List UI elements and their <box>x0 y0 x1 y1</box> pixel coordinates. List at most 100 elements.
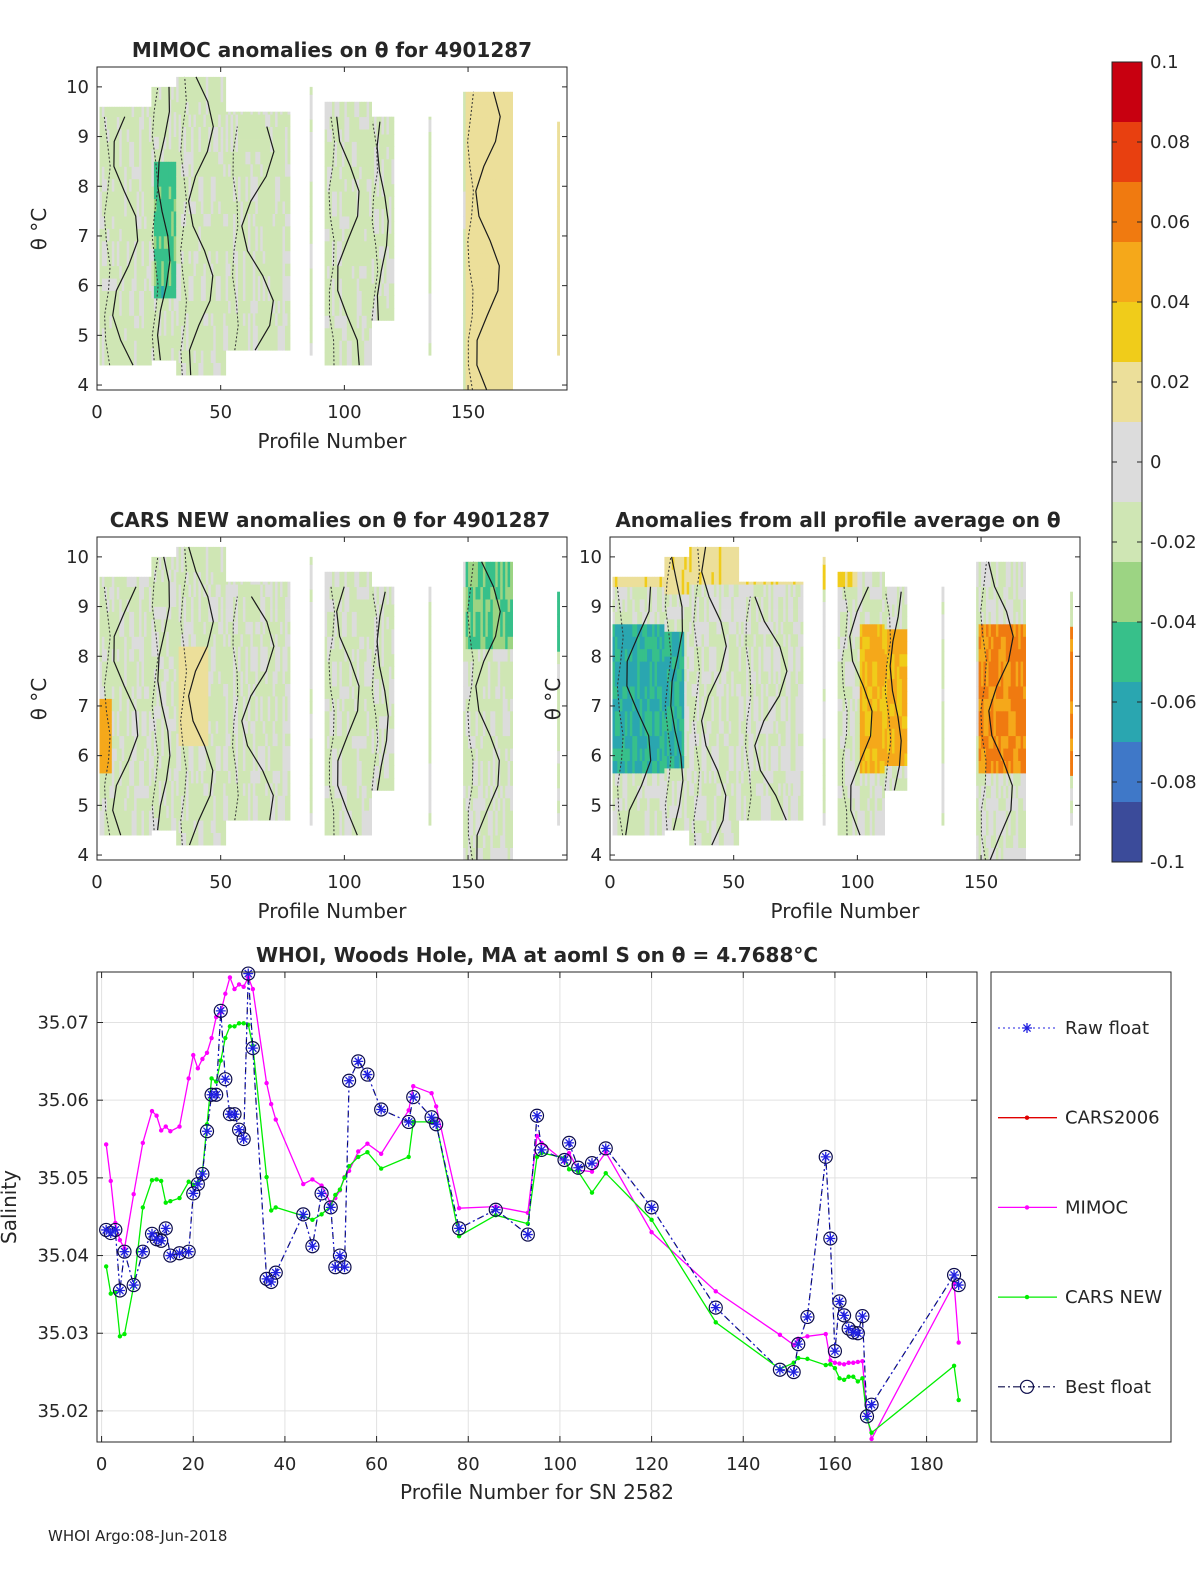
heatmap-cell <box>369 315 372 329</box>
heatmap-cell <box>287 288 291 301</box>
heatmap-cell <box>351 661 355 674</box>
heatmap-cell <box>104 216 108 229</box>
heatmap-cell <box>99 586 103 600</box>
heatmap-cell <box>136 154 140 167</box>
heatmap-cell <box>235 696 239 709</box>
heatmap-cell <box>238 671 241 684</box>
heatmap-cell <box>148 810 152 824</box>
heatmap-cell <box>119 290 123 304</box>
heatmap-cell <box>428 231 432 244</box>
heatmap-cell <box>208 584 212 597</box>
heatmap-cell <box>213 758 217 771</box>
heatmap-cell <box>250 609 254 622</box>
heatmap-cell <box>119 648 123 662</box>
heatmap-cell <box>270 313 274 326</box>
heatmap-cell <box>215 720 219 734</box>
heatmap-cell <box>126 822 130 836</box>
heatmap-cell <box>188 126 192 140</box>
heatmap-cell <box>495 315 499 329</box>
heatmap-cell <box>144 166 147 180</box>
heatmap-cell <box>225 337 229 351</box>
heatmap-cell <box>369 797 372 811</box>
heatmap-cell <box>146 710 150 724</box>
heatmap-cell <box>482 104 486 118</box>
heatmap-cell <box>134 191 137 204</box>
heatmap-cell <box>230 658 234 672</box>
heatmap-cell <box>233 238 236 252</box>
heatmap-cell <box>176 832 180 846</box>
heatmap-cell <box>139 228 142 242</box>
heatmap-cell <box>277 621 281 635</box>
heatmap-cell <box>233 275 236 289</box>
heatmap-cell <box>186 745 189 759</box>
heatmap-cell <box>275 633 278 647</box>
heatmap-cell <box>228 658 231 672</box>
heatmap-cell <box>208 783 212 796</box>
heatmap-cell <box>198 263 202 277</box>
heatmap-cell <box>233 745 236 759</box>
heatmap-cell <box>329 101 333 105</box>
heatmap-cell <box>356 723 360 737</box>
heatmap-cell <box>218 770 222 784</box>
heatmap-cell <box>156 805 160 819</box>
heatmap-cell <box>282 275 286 289</box>
heatmap-cell <box>146 106 150 118</box>
heatmap-cell <box>247 683 251 697</box>
heatmap-cell <box>121 141 125 155</box>
heatmap-cell <box>252 313 256 326</box>
heatmap-cell <box>262 807 266 821</box>
heatmap-cell <box>344 760 348 774</box>
heatmap-cell <box>168 805 172 819</box>
heatmap-cell <box>255 658 259 672</box>
heatmap-cell <box>151 111 155 125</box>
heatmap-cell <box>371 678 375 692</box>
heatmap-cell <box>495 116 499 130</box>
heatmap-cell <box>507 365 511 378</box>
heatmap-cell <box>193 832 197 846</box>
heatmap-cell <box>354 101 358 105</box>
heatmap-cell <box>168 643 172 657</box>
heatmap-cell <box>213 658 217 672</box>
heatmap-cell <box>218 275 222 289</box>
heatmap-cell <box>346 773 350 786</box>
heatmap-cell <box>339 290 343 304</box>
heatmap-cell <box>490 265 494 279</box>
heatmap-cell <box>272 139 276 152</box>
heatmap-cell <box>240 708 244 722</box>
heatmap-cell <box>188 313 192 326</box>
heatmap-cell <box>146 586 150 600</box>
heatmap-cell <box>191 300 194 314</box>
heatmap-cell <box>369 661 372 674</box>
heatmap-cell <box>344 290 348 304</box>
heatmap-cell <box>119 106 123 118</box>
heatmap-cell <box>235 263 239 277</box>
heatmap-cell <box>171 743 175 756</box>
heatmap-cell <box>148 611 152 625</box>
heatmap-cell <box>203 683 207 697</box>
heatmap-cell <box>223 163 227 177</box>
heatmap-cell <box>153 310 157 324</box>
heatmap-cell <box>109 340 113 354</box>
heatmap-cell <box>121 735 125 749</box>
heatmap-cell <box>324 735 328 749</box>
heatmap-cell <box>141 586 145 600</box>
heatmap-cell <box>156 310 160 324</box>
heatmap-cell <box>114 698 118 712</box>
heatmap-cell <box>240 758 244 771</box>
heatmap-cell <box>215 201 219 214</box>
heatmap-cell <box>176 263 180 277</box>
heatmap-cell <box>111 710 115 724</box>
heatmap-cell <box>482 290 486 304</box>
heatmap-cell <box>195 201 199 214</box>
heatmap-cell <box>131 773 135 786</box>
heatmap-cell <box>257 176 261 190</box>
heatmap-cell <box>361 228 365 242</box>
heatmap-cell <box>218 633 222 647</box>
heatmap-cell <box>272 151 276 165</box>
heatmap-cell <box>151 236 155 249</box>
heatmap-cell <box>369 773 372 786</box>
heatmap-cell <box>359 216 363 229</box>
heatmap-cell <box>233 683 236 697</box>
heatmap-cell <box>265 313 269 326</box>
heatmap-cell <box>502 216 506 229</box>
